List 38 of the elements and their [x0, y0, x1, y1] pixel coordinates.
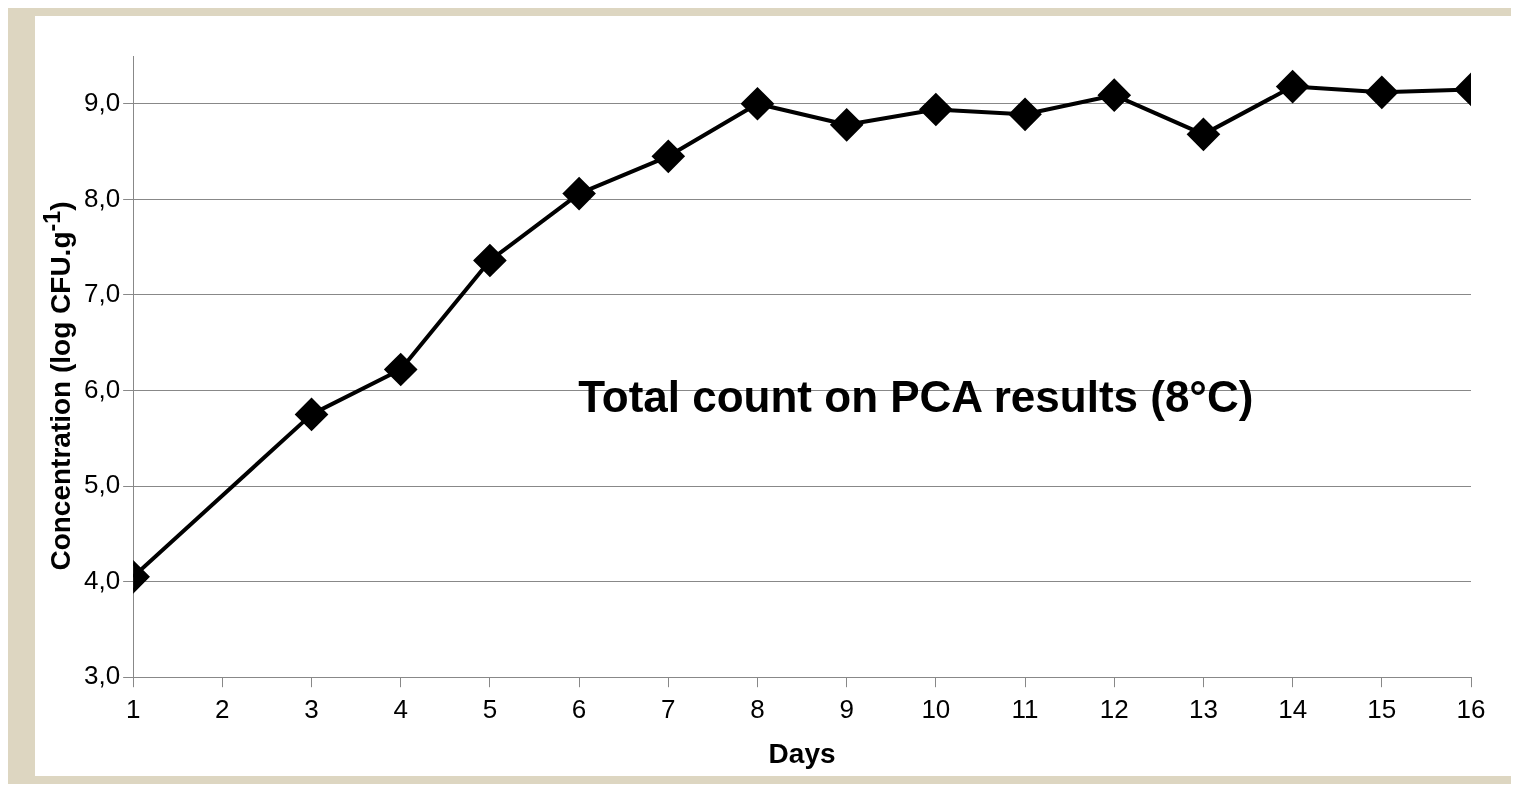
y-tick-label: 5,0 — [83, 469, 121, 500]
x-tick-label: 6 — [571, 693, 587, 724]
x-tick-label: 13 — [1188, 693, 1218, 724]
x-tick-label: 12 — [1099, 693, 1129, 724]
x-tick-label: 11 — [1011, 693, 1039, 724]
x-axis-title: Days — [768, 737, 836, 769]
y-tick-label: 3,0 — [83, 660, 121, 691]
x-tick-label: 2 — [215, 693, 230, 724]
point — [652, 140, 685, 173]
point — [1365, 76, 1398, 109]
point — [384, 353, 417, 386]
x-tick-label: 14 — [1278, 693, 1308, 724]
point — [1187, 118, 1220, 151]
x-tick-label: 1 — [125, 693, 141, 724]
x-tick-label: 16 — [1456, 693, 1486, 724]
y-tick-label: 9,0 — [83, 86, 121, 117]
point — [919, 93, 952, 126]
x-tick-label: 9 — [839, 693, 854, 724]
x-tick-label: 15 — [1367, 693, 1397, 724]
point — [830, 108, 863, 141]
x-tick-label: 3 — [304, 693, 319, 724]
point — [563, 177, 596, 210]
point — [1098, 79, 1131, 112]
point — [1009, 98, 1042, 131]
x-tick-label: 10 — [921, 693, 951, 724]
y-tick-label: 8,0 — [83, 182, 121, 213]
text: Total count on PCA results (8°C) — [578, 372, 1254, 422]
point — [473, 244, 506, 277]
y-tick-label: 7,0 — [83, 278, 121, 309]
point — [741, 87, 774, 120]
point — [1276, 70, 1309, 103]
point — [295, 398, 328, 431]
x-tick-label: 7 — [661, 693, 676, 724]
y-tick-label: 6,0 — [83, 373, 121, 404]
y-tick-label: 4,0 — [83, 564, 121, 595]
x-tick-label: 5 — [482, 693, 498, 724]
x-tick-label: 8 — [750, 693, 765, 724]
x-tick-label: 4 — [393, 693, 408, 724]
